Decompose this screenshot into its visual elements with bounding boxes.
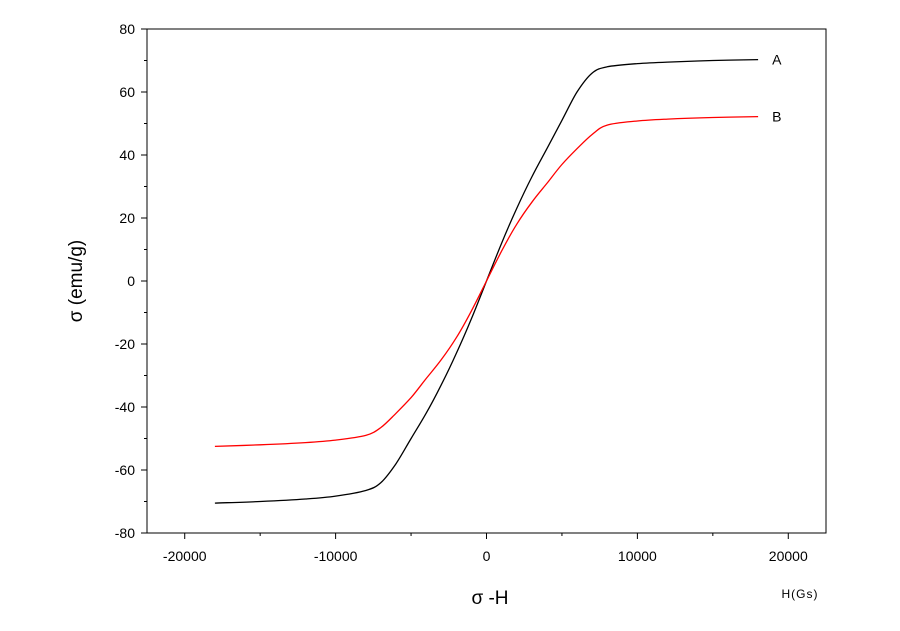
y-tick-label: -20 bbox=[115, 336, 135, 352]
x-tick-label: 0 bbox=[483, 548, 491, 564]
x-tick-label: 20000 bbox=[769, 548, 808, 564]
x-tick-label: 10000 bbox=[618, 548, 657, 564]
y-tick-label: 80 bbox=[119, 21, 135, 37]
y-tick-label: 0 bbox=[127, 273, 135, 289]
series-B-label: B bbox=[772, 109, 781, 125]
x-axis-unit-label: H(Gs) bbox=[782, 587, 819, 601]
y-tick-label: -40 bbox=[115, 399, 135, 415]
series-B-line bbox=[214, 115, 759, 448]
x-tick-label: -20000 bbox=[163, 548, 207, 564]
y-axis-title: σ (emu/g) bbox=[66, 240, 87, 322]
series-layer: AB bbox=[214, 52, 782, 504]
y-tick-label: -60 bbox=[115, 462, 135, 478]
series-A-label: A bbox=[772, 52, 782, 68]
x-tick-label: -10000 bbox=[314, 548, 358, 564]
y-tick-label: 40 bbox=[119, 147, 135, 163]
y-axis-ticks: -80 -60 -40 -20 0 20 40 60 80 bbox=[115, 21, 147, 541]
y-tick-label: 20 bbox=[119, 210, 135, 226]
y-tick-label: 60 bbox=[119, 84, 135, 100]
y-tick-label: -80 bbox=[115, 525, 135, 541]
x-axis-title: σ -H bbox=[471, 588, 508, 609]
x-axis-ticks: -20000 -10000 0 10000 20000 bbox=[163, 533, 808, 564]
